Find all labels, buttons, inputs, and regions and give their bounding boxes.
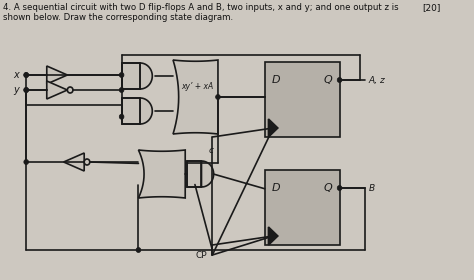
Polygon shape <box>268 227 278 245</box>
Text: shown below. Draw the corresponding state diagram.: shown below. Draw the corresponding stat… <box>3 13 233 22</box>
Text: Q: Q <box>324 183 333 193</box>
Polygon shape <box>47 81 67 99</box>
Text: CP: CP <box>195 251 207 260</box>
Circle shape <box>216 95 220 99</box>
Polygon shape <box>64 153 84 171</box>
Bar <box>187 161 201 187</box>
Bar <box>122 63 140 89</box>
Circle shape <box>119 73 124 78</box>
Circle shape <box>24 160 28 165</box>
Polygon shape <box>140 63 152 89</box>
Bar <box>265 62 339 137</box>
Text: y: y <box>13 85 18 95</box>
Polygon shape <box>268 119 278 137</box>
Text: 4. A sequential circuit with two D flip-flops A and B, two inputs, x and y; and : 4. A sequential circuit with two D flip-… <box>3 3 399 12</box>
Polygon shape <box>140 98 152 124</box>
Text: B: B <box>369 183 374 193</box>
Text: D: D <box>272 75 280 85</box>
Circle shape <box>136 248 141 253</box>
Circle shape <box>24 73 28 78</box>
Bar <box>265 170 339 245</box>
Circle shape <box>84 159 90 165</box>
Circle shape <box>24 73 28 78</box>
Text: [20]: [20] <box>422 3 441 12</box>
Circle shape <box>119 114 124 119</box>
Text: Q: Q <box>324 75 333 85</box>
Circle shape <box>337 186 342 190</box>
Bar <box>122 98 140 124</box>
Text: x: x <box>13 70 18 80</box>
Text: c: c <box>208 146 213 155</box>
Circle shape <box>67 87 73 93</box>
Polygon shape <box>47 66 67 84</box>
Polygon shape <box>173 60 218 134</box>
Polygon shape <box>138 150 185 198</box>
Text: A, z: A, z <box>369 76 385 85</box>
Circle shape <box>24 88 28 92</box>
Text: xy’ + xA: xy’ + xA <box>181 82 213 91</box>
Circle shape <box>24 88 28 92</box>
Polygon shape <box>201 161 214 187</box>
Text: D: D <box>272 183 280 193</box>
Circle shape <box>119 88 124 92</box>
Circle shape <box>337 78 342 83</box>
